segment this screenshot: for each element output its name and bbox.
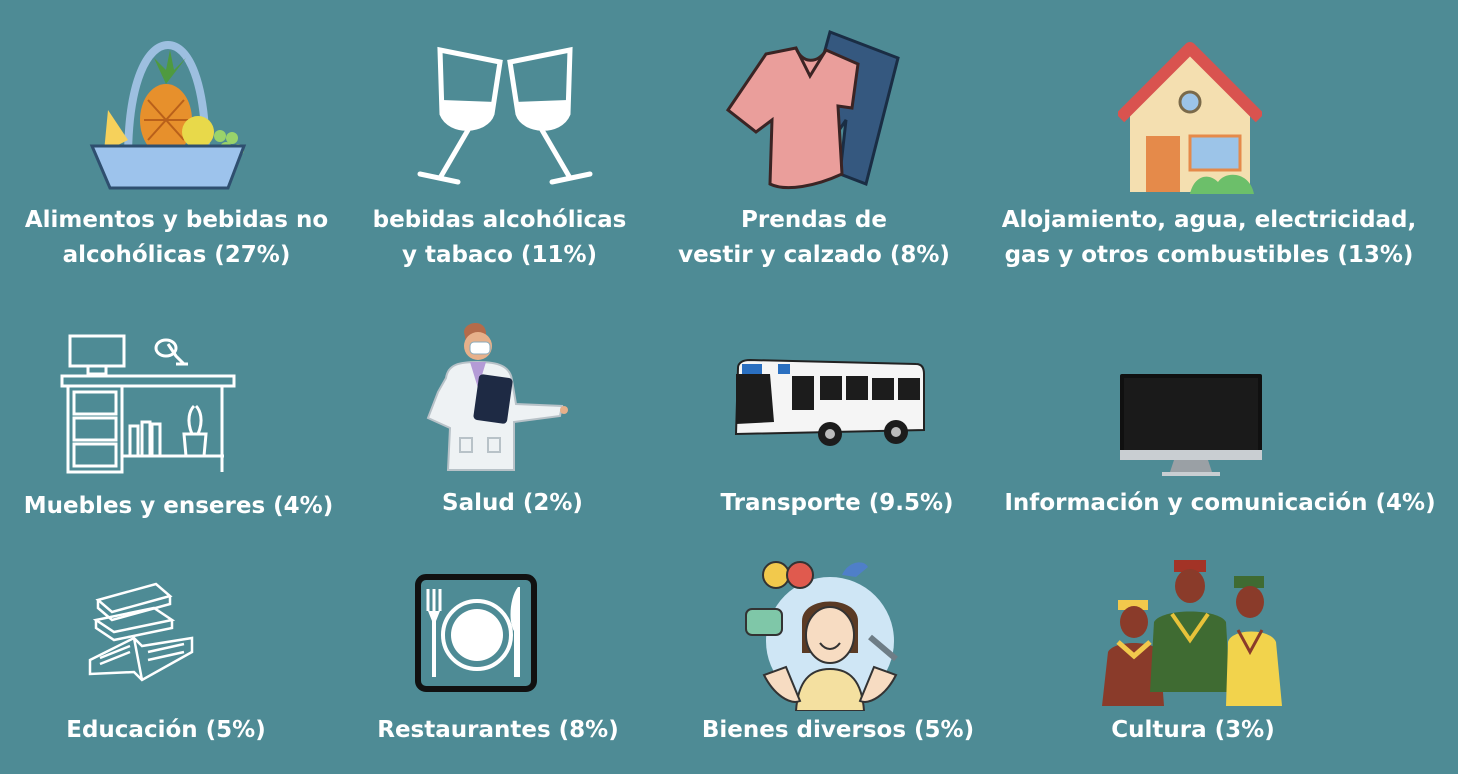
fruit-basket-icon — [89, 40, 247, 190]
doctor-icon — [426, 322, 568, 471]
cultural-people-icon — [1102, 560, 1282, 706]
category-label: Transporte (9.5%) — [720, 490, 954, 516]
category-label: bebidas alcohólicas y tabaco (11%) — [372, 207, 627, 268]
house-icon — [1118, 42, 1262, 194]
bus-icon — [734, 358, 925, 446]
category-label: Alojamiento, agua, electricidad, gas y o… — [1001, 207, 1417, 268]
books-icon — [88, 582, 194, 682]
computer-monitor-icon — [1120, 374, 1262, 476]
category-label: Información y comunicación (4%) — [1004, 490, 1436, 516]
category-label: Prendas de vestir y calzado (8%) — [678, 207, 950, 268]
clothes-icon — [726, 30, 900, 190]
category-label: Cultura (3%) — [1111, 717, 1275, 743]
desk-furniture-icon — [60, 334, 236, 474]
wine-glasses-icon — [417, 46, 593, 185]
category-label: Alimentos y bebidas no alcohólicas (27%) — [24, 207, 329, 268]
service-person-icon — [745, 561, 898, 711]
category-label: Bienes diversos (5%) — [701, 717, 975, 743]
category-label: Muebles y enseres (4%) — [23, 493, 334, 519]
category-label: Educación (5%) — [66, 717, 266, 743]
category-label: Salud (2%) — [442, 490, 583, 516]
category-label: Restaurantes (8%) — [377, 717, 619, 743]
plate-cutlery-icon — [415, 574, 537, 692]
